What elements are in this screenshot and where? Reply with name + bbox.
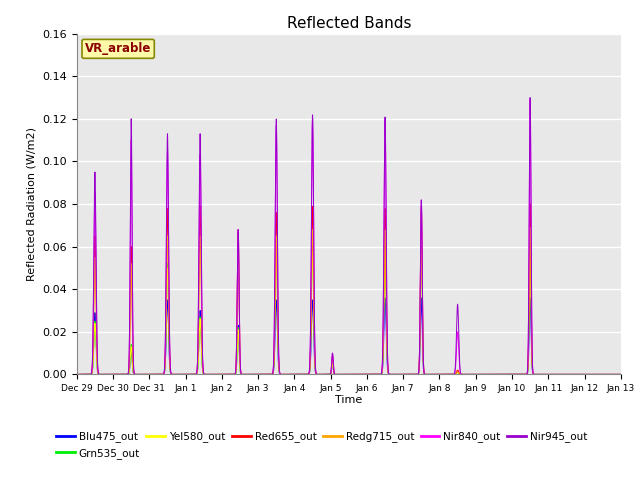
Redg715_out bbox=[440, 372, 448, 377]
Redg715_out bbox=[73, 372, 81, 377]
Redg715_out bbox=[171, 372, 179, 377]
Yel580_out bbox=[502, 372, 509, 377]
Red655_out bbox=[440, 372, 448, 377]
Blu475_out bbox=[471, 372, 479, 377]
Grn535_out bbox=[171, 372, 179, 377]
Nir945_out bbox=[617, 372, 625, 377]
Red655_out bbox=[171, 372, 179, 377]
Nir945_out bbox=[73, 372, 81, 377]
Redg715_out bbox=[526, 225, 534, 230]
Redg715_out bbox=[617, 372, 625, 377]
Yel580_out bbox=[73, 372, 81, 377]
Blu475_out bbox=[617, 372, 625, 377]
Grn535_out bbox=[502, 372, 509, 377]
Line: Grn535_out: Grn535_out bbox=[77, 242, 621, 374]
Blu475_out bbox=[502, 372, 509, 377]
Nir945_out bbox=[440, 372, 448, 377]
Red655_out bbox=[526, 201, 534, 207]
Blu475_out bbox=[616, 372, 624, 377]
Nir945_out bbox=[502, 372, 509, 377]
Redg715_out bbox=[502, 372, 509, 377]
Yel580_out bbox=[561, 372, 569, 377]
Blu475_out bbox=[561, 372, 569, 377]
Red655_out bbox=[502, 372, 509, 377]
Grn535_out bbox=[328, 359, 336, 365]
Nir945_out bbox=[561, 372, 569, 377]
Nir840_out bbox=[73, 372, 81, 377]
X-axis label: Time: Time bbox=[335, 395, 362, 405]
Yel580_out bbox=[171, 372, 179, 377]
Redg715_out bbox=[616, 372, 624, 377]
Grn535_out bbox=[617, 372, 625, 377]
Line: Nir840_out: Nir840_out bbox=[77, 100, 621, 374]
Legend: Blu475_out, Grn535_out, Yel580_out, Red655_out, Redg715_out, Nir840_out, Nir945_: Blu475_out, Grn535_out, Yel580_out, Red6… bbox=[52, 427, 591, 463]
Grn535_out bbox=[616, 372, 624, 377]
Line: Yel580_out: Yel580_out bbox=[77, 247, 621, 374]
Nir945_out bbox=[171, 372, 179, 377]
Red655_out bbox=[617, 372, 625, 377]
Nir840_out bbox=[328, 350, 336, 356]
Nir945_out bbox=[471, 372, 479, 377]
Nir840_out bbox=[561, 372, 569, 377]
Blu475_out bbox=[171, 372, 179, 377]
Yel580_out bbox=[616, 372, 624, 377]
Y-axis label: Reflected Radiation (W/m2): Reflected Radiation (W/m2) bbox=[27, 127, 36, 281]
Line: Nir945_out: Nir945_out bbox=[77, 97, 621, 374]
Yel580_out bbox=[617, 372, 625, 377]
Grn535_out bbox=[561, 372, 569, 377]
Grn535_out bbox=[73, 372, 81, 377]
Yel580_out bbox=[526, 244, 534, 250]
Blu475_out bbox=[328, 361, 336, 367]
Nir840_out bbox=[171, 372, 179, 377]
Red655_out bbox=[328, 353, 336, 359]
Nir840_out bbox=[471, 372, 479, 377]
Title: Reflected Bands: Reflected Bands bbox=[287, 16, 411, 31]
Blu475_out bbox=[440, 372, 448, 377]
Red655_out bbox=[616, 372, 624, 377]
Grn535_out bbox=[440, 372, 448, 377]
Redg715_out bbox=[561, 372, 569, 377]
Nir840_out bbox=[526, 97, 534, 103]
Redg715_out bbox=[328, 357, 336, 362]
Yel580_out bbox=[471, 372, 479, 377]
Nir945_out bbox=[616, 372, 624, 377]
Red655_out bbox=[561, 372, 569, 377]
Nir945_out bbox=[526, 95, 534, 100]
Grn535_out bbox=[526, 240, 534, 245]
Blu475_out bbox=[526, 295, 534, 300]
Nir840_out bbox=[616, 372, 624, 377]
Nir945_out bbox=[328, 350, 336, 356]
Red655_out bbox=[73, 372, 81, 377]
Text: VR_arable: VR_arable bbox=[85, 42, 151, 55]
Nir840_out bbox=[502, 372, 509, 377]
Nir840_out bbox=[617, 372, 625, 377]
Redg715_out bbox=[471, 372, 479, 377]
Nir840_out bbox=[440, 372, 448, 377]
Yel580_out bbox=[328, 361, 336, 367]
Blu475_out bbox=[73, 372, 81, 377]
Yel580_out bbox=[440, 372, 448, 377]
Line: Redg715_out: Redg715_out bbox=[77, 228, 621, 374]
Grn535_out bbox=[471, 372, 479, 377]
Line: Blu475_out: Blu475_out bbox=[77, 298, 621, 374]
Line: Red655_out: Red655_out bbox=[77, 204, 621, 374]
Red655_out bbox=[471, 372, 479, 377]
